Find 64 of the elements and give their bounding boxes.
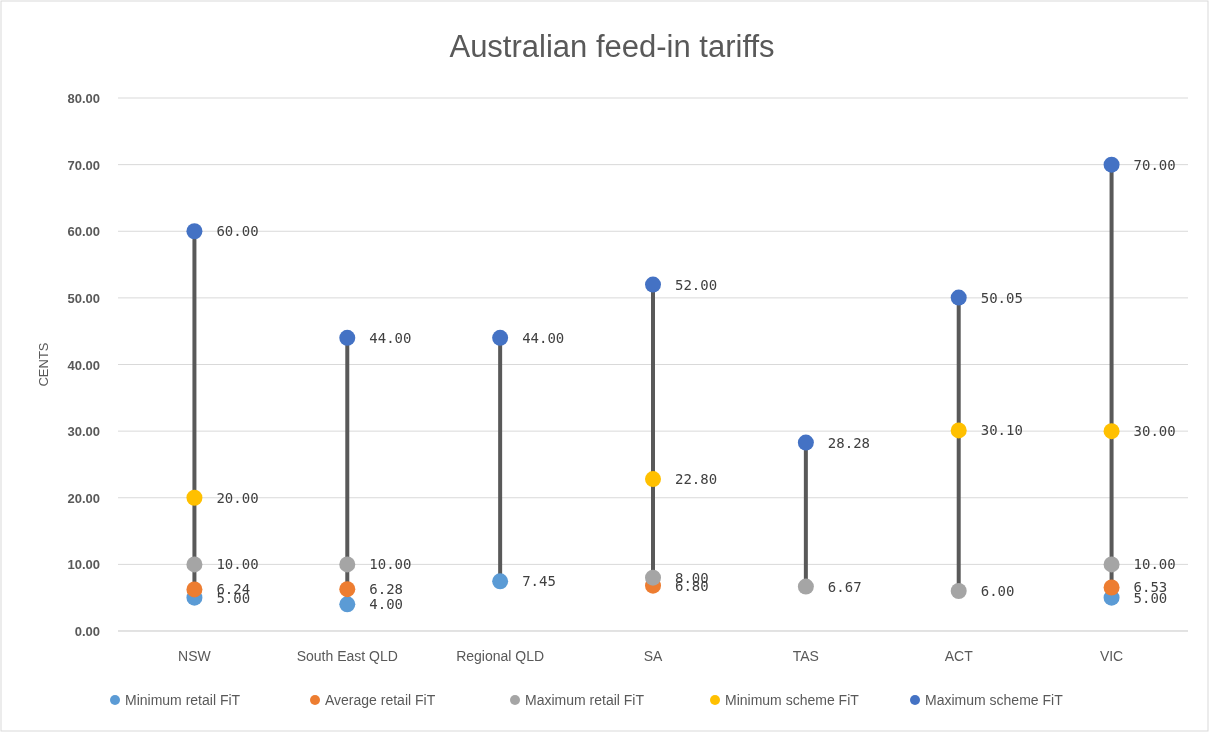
point [492,573,509,590]
data-label: 30.10 [980,422,1023,439]
data-label: 10.00 [216,556,259,573]
data-label: 10.00 [1133,556,1176,573]
point [339,556,356,573]
legend-label: Minimum retail FiT [125,692,241,708]
x-tick-label: Regional QLD [456,648,545,664]
point [186,556,203,573]
point [797,434,814,451]
point [492,329,509,346]
y-axis-title: CENTS [36,342,51,387]
x-tick-label: TAS [792,648,819,664]
legend-label: Minimum scheme FiT [725,692,860,708]
legend-label: Maximum scheme FiT [925,692,1064,708]
point [1103,156,1120,173]
data-label: 60.00 [216,223,259,240]
point [797,578,814,595]
data-label: 10.00 [369,556,412,573]
point [339,596,356,613]
point [186,489,203,506]
point [339,581,356,598]
y-tick-label: 10.00 [67,557,100,573]
y-tick-label: 50.00 [67,290,100,306]
point [950,289,967,306]
point [645,569,661,586]
data-label: 7.45 [522,573,556,590]
data-label: 52.00 [675,276,718,293]
point [950,422,967,439]
point [339,329,356,346]
y-tick-label: 0.00 [74,624,100,639]
point [186,223,203,240]
data-label: 28.28 [827,434,871,451]
point [950,583,967,600]
x-tick-label: SA [643,648,663,664]
point [645,276,661,293]
data-label: 30.00 [1133,423,1176,440]
legend-label: Average retail FiT [325,692,436,708]
data-label: 4.00 [369,596,403,613]
x-tick-label: VIC [1099,648,1124,664]
x-tick-label: ACT [944,648,974,664]
point [645,471,661,488]
data-label: 6.00 [980,583,1015,600]
data-label: 6.67 [827,578,862,595]
data-label: 44.00 [369,329,412,346]
y-tick-label: 20.00 [67,490,100,506]
chart-title: Australian feed-in tariffs [449,29,775,64]
point [1103,579,1120,596]
point [186,581,203,598]
data-label: 50.05 [980,289,1023,306]
point [1103,556,1120,573]
data-label: 22.80 [675,471,718,488]
legend-label: Maximum retail FiT [525,692,645,708]
data-label: 70.00 [1133,156,1176,173]
data-label: 20.00 [216,489,259,506]
y-tick-label: 80.00 [67,91,100,106]
x-tick-label: NSW [178,648,212,664]
data-label: 44.00 [522,329,565,346]
y-tick-label: 60.00 [67,224,100,240]
x-tick-label: South East QLD [296,648,398,664]
point [1103,423,1120,440]
y-tick-label: 30.00 [67,424,100,440]
y-tick-label: 70.00 [67,157,100,173]
data-label: 6.28 [369,581,403,598]
y-tick-label: 40.00 [67,357,100,373]
